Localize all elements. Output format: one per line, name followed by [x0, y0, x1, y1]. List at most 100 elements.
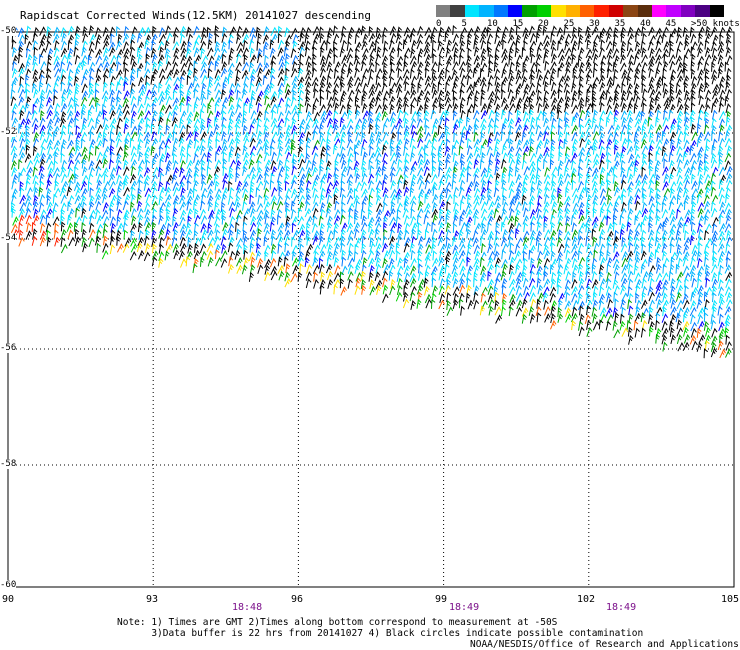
wind-barb — [641, 118, 649, 128]
wind-barb — [354, 139, 362, 150]
wind-barb — [458, 172, 465, 183]
wind-barb — [242, 159, 249, 169]
wind-barb — [466, 83, 474, 93]
wind-barb — [501, 48, 508, 58]
wind-barb — [641, 243, 646, 254]
wind-barb — [453, 139, 460, 150]
colorbar-label: 10 — [487, 19, 498, 29]
wind-barb — [619, 62, 627, 72]
wind-barb — [144, 81, 151, 92]
wind-barb — [612, 173, 618, 184]
wind-barb — [655, 312, 661, 323]
wind-barb — [187, 243, 193, 254]
wind-barb — [138, 83, 146, 94]
wind-barb — [592, 67, 598, 78]
wind-barb — [249, 166, 256, 176]
wind-barb — [32, 200, 39, 211]
wind-barb — [549, 292, 556, 303]
wind-barb — [94, 193, 102, 204]
wind-barb — [88, 40, 95, 51]
wind-barb — [54, 222, 59, 233]
wind-barb — [362, 102, 368, 113]
wind-barb — [122, 97, 129, 108]
wind-barb — [691, 244, 698, 255]
colorbar-label: 25 — [563, 19, 575, 29]
wind-barb — [634, 256, 641, 267]
wind-barb — [355, 277, 362, 288]
wind-barb — [431, 221, 436, 232]
wind-barb — [627, 75, 632, 86]
wind-barb — [45, 40, 52, 51]
wind-barb — [606, 151, 612, 162]
wind-barb — [452, 160, 459, 171]
wind-barb — [59, 130, 66, 141]
wind-barb — [257, 32, 262, 43]
wind-barb — [354, 209, 359, 219]
wind-barb — [262, 74, 268, 85]
wind-barb — [621, 137, 628, 148]
wind-barb — [522, 27, 529, 37]
wind-barb — [543, 34, 550, 45]
wind-barb — [199, 40, 207, 51]
wind-barb — [214, 41, 220, 51]
wind-barb — [649, 131, 654, 143]
wind-barb — [661, 327, 669, 337]
wind-barb — [102, 215, 110, 226]
wind-barb — [102, 158, 109, 169]
wind-barb — [535, 82, 542, 93]
wind-barb — [278, 186, 283, 197]
wind-barb — [318, 250, 326, 260]
wind-barb — [284, 131, 291, 141]
wind-barb — [306, 215, 313, 225]
wind-barb — [452, 89, 458, 100]
wind-barb — [290, 47, 297, 58]
wind-barb — [227, 74, 233, 85]
wind-barb — [655, 47, 662, 58]
wind-barb — [362, 151, 368, 162]
wind-barb — [621, 124, 628, 135]
wind-barb — [73, 221, 79, 232]
wind-barb — [334, 159, 339, 170]
wind-barb — [263, 201, 271, 211]
wind-barb — [466, 144, 473, 155]
wind-barb — [53, 88, 59, 99]
wind-barb — [542, 25, 548, 36]
wind-barb — [123, 209, 130, 219]
wind-barb — [361, 284, 367, 295]
wind-barb — [586, 327, 593, 337]
wind-barb — [271, 151, 277, 162]
wind-barb — [599, 256, 607, 267]
wind-barb — [473, 109, 480, 120]
wind-barb — [207, 60, 214, 71]
wind-barb — [243, 151, 250, 162]
wind-barb — [278, 39, 285, 50]
wind-barb — [382, 123, 388, 134]
wind-barb — [33, 158, 40, 169]
wind-barb — [710, 201, 716, 212]
wind-barb — [313, 250, 319, 261]
wind-barb — [550, 187, 557, 198]
wind-barb — [584, 131, 592, 142]
wind-barb — [80, 123, 87, 134]
wind-barb — [124, 214, 129, 225]
wind-barb — [424, 75, 432, 86]
wind-barb — [669, 236, 676, 247]
wind-barb — [277, 82, 285, 92]
wind-barb — [661, 334, 668, 345]
wind-barb — [361, 215, 367, 226]
wind-barb — [297, 82, 304, 93]
wind-barb — [32, 174, 39, 185]
wind-barb — [325, 263, 333, 274]
wind-barb — [612, 235, 620, 246]
wind-barb — [662, 279, 669, 289]
colorbar-swatch — [565, 5, 580, 17]
wind-barb — [480, 109, 488, 120]
wind-barb — [403, 90, 411, 100]
wind-barb — [473, 244, 480, 254]
wind-barb — [320, 55, 326, 65]
wind-barb — [676, 208, 681, 219]
wind-barb — [171, 61, 179, 72]
wind-barb — [599, 159, 605, 170]
wind-barb — [432, 214, 438, 225]
wind-barb — [355, 88, 362, 99]
